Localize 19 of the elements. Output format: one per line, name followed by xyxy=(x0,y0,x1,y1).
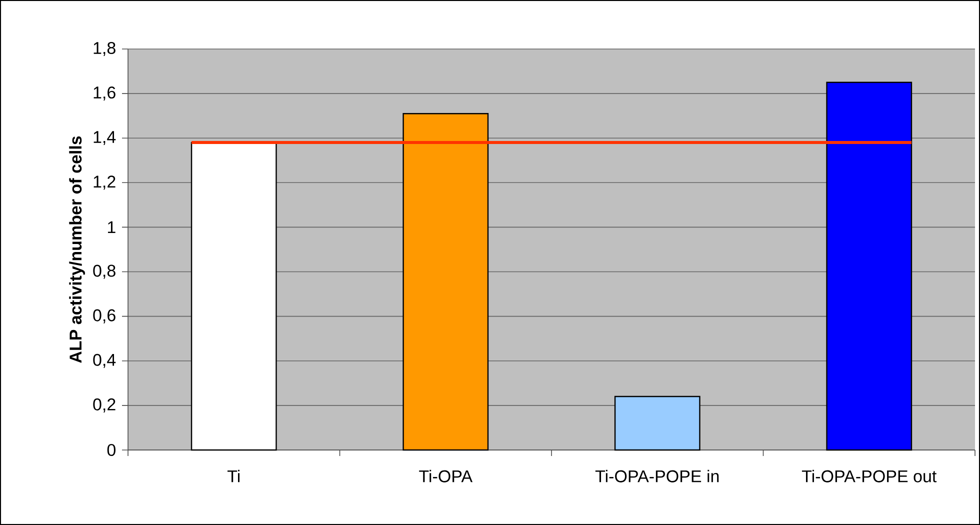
x-tick-label: Ti-OPA xyxy=(419,470,473,482)
y-tick-label: 0 xyxy=(107,444,116,456)
y-tick-label: 0,8 xyxy=(93,264,116,279)
y-tick-label: 0,4 xyxy=(93,354,116,368)
x-tick-label: Ti-OPA-POPE in xyxy=(595,470,719,482)
bar xyxy=(614,396,700,451)
bar xyxy=(826,82,912,451)
y-tick-label: 1,2 xyxy=(94,176,116,190)
y-tick-label: 1,8 xyxy=(94,42,116,56)
x-tick-label: Ti xyxy=(227,470,240,482)
y-tick-label: 1 xyxy=(108,221,116,234)
y-axis-title: ALP activity/number of cells xyxy=(69,136,85,363)
y-tick-label: 1,6 xyxy=(94,86,116,101)
y-tick-label: 1,4 xyxy=(94,131,116,146)
x-tick-label: Ti-OPA-POPE out xyxy=(802,470,937,482)
y-tick-label: 0,2 xyxy=(93,398,116,412)
y-tick-label: 0,6 xyxy=(93,309,116,324)
bar xyxy=(402,112,489,451)
bar xyxy=(190,142,277,451)
